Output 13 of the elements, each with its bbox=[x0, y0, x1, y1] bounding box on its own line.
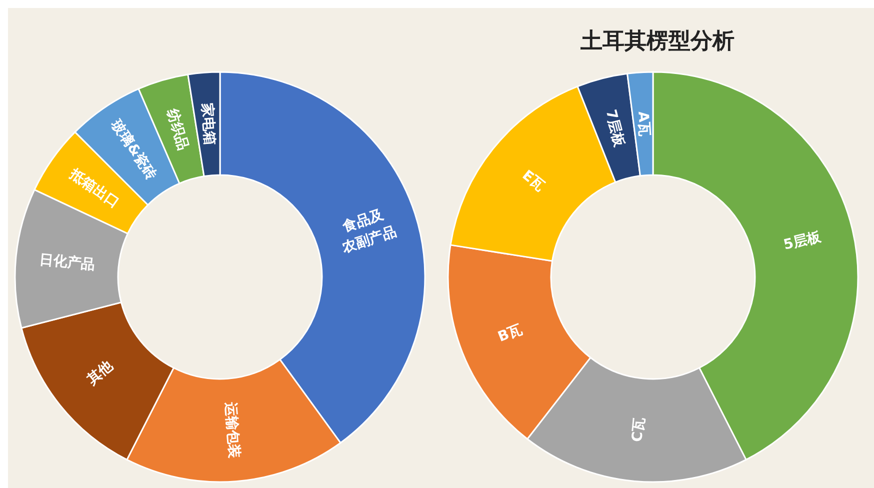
slice-label: 5层板 bbox=[782, 228, 824, 254]
slice-label: 食品及农副产品 bbox=[339, 206, 398, 257]
slice-label: 其他 bbox=[83, 357, 117, 389]
slice-label: 7层板 bbox=[602, 108, 628, 150]
slice-label: B瓦 bbox=[496, 322, 525, 346]
slice-label: 日化产品 bbox=[38, 250, 96, 274]
slice-label: A瓦 bbox=[634, 110, 652, 137]
slice-label: 纺织品 bbox=[163, 106, 192, 152]
chart-title: 土耳其楞型分析 bbox=[580, 28, 736, 56]
slice-label: C瓦 bbox=[629, 416, 648, 443]
slice-label: E瓦 bbox=[519, 167, 548, 195]
slice-label: 家电箱 bbox=[198, 101, 219, 146]
slice-label: 运输包装 bbox=[222, 400, 242, 459]
